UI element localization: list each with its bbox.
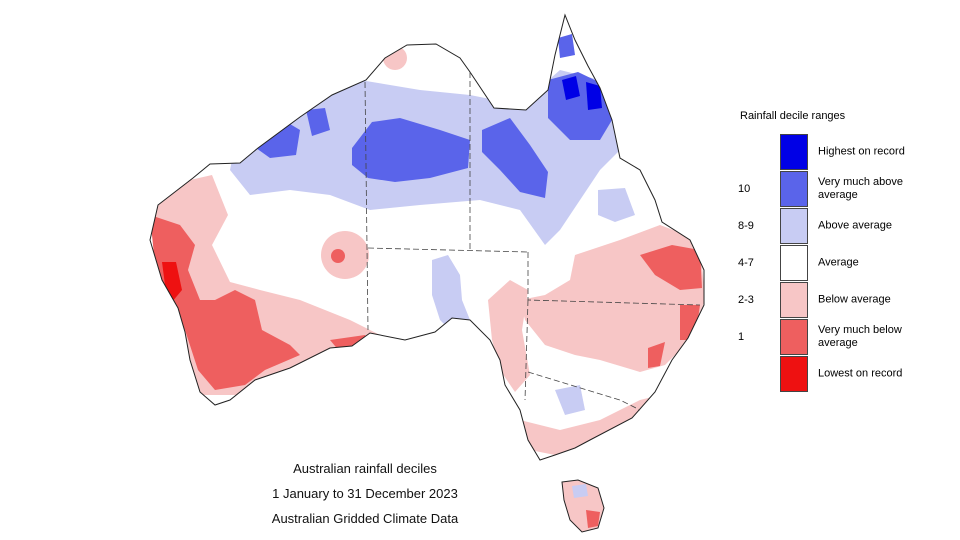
region-below-average-wa-north [383, 46, 407, 70]
legend-swatch [780, 134, 808, 170]
map-title-line-2: 1 January to 31 December 2023 [272, 486, 458, 501]
region-highest-on-record [562, 76, 580, 100]
region-above-average-central [432, 255, 470, 335]
legend-label: Above average [818, 219, 892, 232]
legend-label: Very much below average [818, 324, 902, 349]
region-below-average-southeast [520, 395, 660, 455]
region-very-much-above-tip [558, 34, 575, 58]
legend-decile: 8-9 [738, 220, 754, 232]
legend-decile: 1 [738, 331, 745, 343]
tasmania-very-much-below [586, 510, 600, 528]
legend-label: Highest on record [818, 145, 905, 158]
legend-row-highest: Highest on record [738, 134, 938, 170]
region-lowest-on-record [162, 262, 182, 302]
state-borders [364, 72, 701, 411]
border-wa [364, 81, 369, 331]
legend-row-very-much-above: 10 Very much above average [738, 171, 938, 207]
legend-label: Average [818, 256, 859, 269]
region-very-much-above-nt [352, 118, 470, 182]
legend-decile: 2-3 [738, 294, 754, 306]
map-title-line-3: Australian Gridded Climate Data [271, 511, 459, 526]
region-very-much-below-nsw-2 [648, 342, 665, 368]
legend-label: Lowest on record [818, 367, 903, 380]
legend-swatch [780, 319, 808, 355]
legend-swatch [780, 171, 808, 207]
legend-swatch [780, 208, 808, 244]
region-very-much-below-west [150, 215, 300, 390]
region-very-much-below-east [640, 245, 702, 290]
legend-title: Rainfall decile ranges [740, 110, 846, 122]
border-nsw-vic [527, 371, 641, 411]
legend-label: Very much above average [818, 176, 903, 201]
legend-swatch [780, 282, 808, 318]
legend-row-below: 2-3 Below average [738, 282, 938, 318]
region-very-much-below-central [331, 249, 345, 263]
legend-decile: 10 [738, 183, 751, 195]
region-very-much-above-kimberley-small [306, 108, 330, 136]
region-very-much-above-gulf [482, 118, 548, 198]
legend-row-average: 4-7 Average [738, 245, 938, 281]
legend-swatch [780, 245, 808, 281]
border-sa-vic [524, 299, 529, 401]
region-above-average-qld [598, 188, 635, 222]
region-above-average-vic [555, 385, 585, 415]
legend-row-lowest: Lowest on record [738, 356, 938, 392]
legend-label: Below average [818, 293, 891, 306]
australia-coastline [149, 13, 705, 461]
region-below-average-central-ring [321, 231, 369, 279]
map-title-line-1: Australian rainfall deciles [293, 461, 437, 476]
region-highest-on-record-2 [586, 82, 602, 110]
tasmania-above-average [572, 484, 588, 498]
legend-row-very-much-below: 1 Very much below average [738, 319, 938, 355]
legend-swatch [780, 356, 808, 392]
legend-row-above: 8-9 Above average [738, 208, 938, 244]
legend-decile: 4-7 [738, 257, 754, 269]
